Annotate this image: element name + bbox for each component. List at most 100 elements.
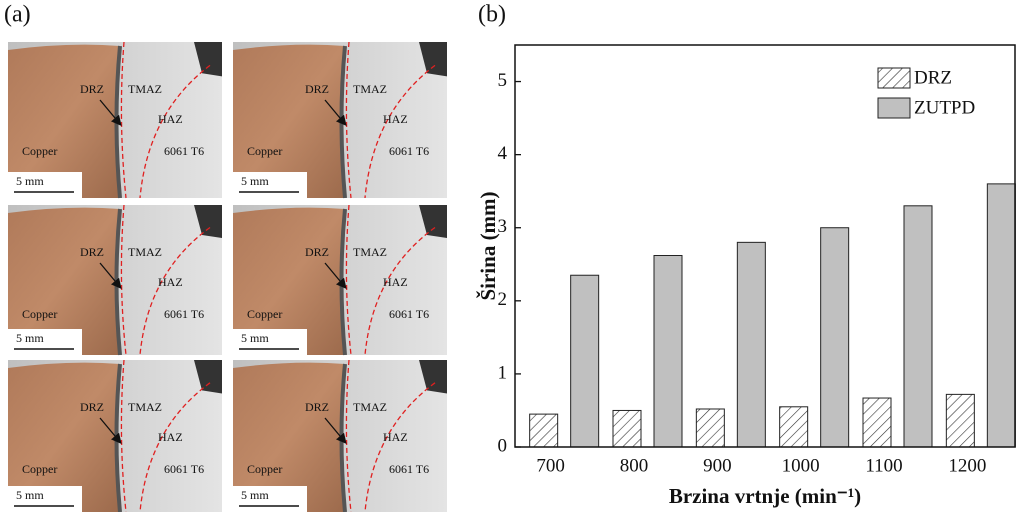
micrograph-label: HAZ: [158, 275, 183, 289]
copper-region: [8, 362, 120, 512]
x-axis-title: Brzina vrtnje (min⁻¹): [669, 484, 861, 508]
bar: [695, 408, 725, 448]
micrograph-label: Copper: [247, 144, 282, 158]
x-tick-label: 1200: [948, 455, 986, 476]
haz-boundary: [364, 226, 436, 356]
y-tick-label: 3: [498, 216, 508, 237]
scale-box: [8, 172, 82, 198]
scale-box: [233, 486, 307, 512]
panel-label: (b): [478, 2, 506, 28]
arrow: [99, 262, 122, 289]
micrograph-label: 6061 T6: [389, 144, 429, 158]
scale-box: [8, 486, 82, 512]
micrograph-label: HAZ: [158, 112, 183, 126]
legend-swatch: [877, 67, 911, 89]
micrograph-label: 6061 T6: [164, 462, 204, 476]
micrograph-label: Copper: [22, 307, 57, 321]
x-tick-label: 900: [703, 455, 732, 476]
y-tick-label: 0: [498, 435, 508, 456]
micrograph-label: DRZ: [305, 400, 329, 414]
micrograph-label: Copper: [247, 462, 282, 476]
notch: [419, 360, 447, 394]
micrograph-label: TMAZ: [128, 245, 162, 259]
notch: [194, 360, 222, 394]
micrograph-label: DRZ: [80, 400, 104, 414]
bar: [736, 241, 766, 448]
legend-swatch: [877, 97, 911, 119]
tmaz-boundary: [120, 41, 127, 199]
haz-boundary: [364, 64, 436, 199]
legend-label: ZUTPD: [914, 97, 975, 118]
copper-region: [233, 44, 345, 198]
micrograph-label: DRZ: [80, 82, 104, 96]
scale-label: 5 mm: [16, 331, 44, 345]
haz-boundary: [139, 64, 211, 199]
micrograph-label: HAZ: [383, 430, 408, 444]
scale-label: 5 mm: [241, 488, 269, 502]
micrograph-label: 6061 T6: [389, 462, 429, 476]
micrograph-label: 6061 T6: [164, 144, 204, 158]
micrograph-label: DRZ: [80, 245, 104, 259]
copper-region: [8, 207, 120, 355]
micrograph-label: Copper: [22, 462, 57, 476]
notch: [419, 42, 447, 77]
plot-frame: [514, 44, 1016, 448]
panel-label: (a): [4, 2, 31, 28]
micrograph-label: DRZ: [305, 82, 329, 96]
notch: [194, 205, 222, 238]
micrograph-label: TMAZ: [128, 82, 162, 96]
micrograph: DRZ TMAZ HAZ Copper 6061 T6 5 mm: [233, 204, 447, 356]
micrograph-label: Copper: [22, 144, 57, 158]
micrograph: DRZ TMAZ HAZ Copper 6061 T6 5 mm: [233, 359, 447, 512]
micrograph-label: 6061 T6: [164, 307, 204, 321]
y-tick-label: 4: [498, 143, 508, 164]
bar: [945, 393, 975, 448]
bar: [653, 255, 683, 448]
bar: [529, 413, 559, 448]
y-tick-label: 5: [498, 70, 508, 91]
micrograph-label: TMAZ: [353, 82, 387, 96]
scale-label: 5 mm: [16, 488, 44, 502]
notch: [419, 205, 447, 238]
arrow: [99, 99, 122, 126]
scale-box: [8, 329, 82, 355]
arrow: [99, 417, 122, 444]
micrographs: DRZ TMAZ HAZ Copper 6061 T6 5 mm DRZ TMAZ HAZ Cop…: [8, 41, 447, 512]
copper-region: [233, 362, 345, 512]
copper-region: [8, 44, 120, 198]
scale-box: [233, 329, 307, 355]
micrograph: DRZ TMAZ HAZ Copper 6061 T6 5 mm: [8, 359, 222, 512]
micrograph-label: TMAZ: [128, 400, 162, 414]
copper-region: [233, 207, 345, 355]
legend-label: DRZ: [914, 67, 952, 88]
arrow: [324, 99, 347, 126]
tmaz-boundary: [345, 41, 352, 199]
x-tick-label: 1000: [782, 455, 820, 476]
haz-boundary: [139, 382, 211, 512]
y-tick-label: 1: [498, 362, 508, 383]
x-tick-label: 1100: [865, 455, 902, 476]
y-tick-label: 2: [498, 289, 508, 310]
bar: [570, 274, 600, 448]
haz-boundary: [139, 226, 211, 356]
micrograph-label: TMAZ: [353, 245, 387, 259]
micrograph-label: HAZ: [383, 112, 408, 126]
bar: [779, 406, 809, 448]
micrograph-label: HAZ: [158, 430, 183, 444]
micrograph-label: 6061 T6: [389, 307, 429, 321]
micrograph-label: Copper: [247, 307, 282, 321]
scale-box: [233, 172, 307, 198]
micrograph: DRZ TMAZ HAZ Copper 6061 T6 5 mm: [233, 41, 447, 199]
arrow: [324, 262, 347, 289]
bar: [903, 205, 933, 448]
y-axis-title: Širina (mm): [476, 191, 500, 300]
micrograph-label: TMAZ: [353, 400, 387, 414]
haz-boundary: [364, 382, 436, 512]
notch: [194, 42, 222, 77]
chart: (b) Brzina vrtnje (min⁻¹) Širina (mm) 0 1…: [476, 2, 1016, 508]
x-tick-label: 800: [620, 455, 649, 476]
arrow: [324, 417, 347, 444]
bar: [986, 183, 1016, 448]
x-tick-label: 700: [536, 455, 565, 476]
